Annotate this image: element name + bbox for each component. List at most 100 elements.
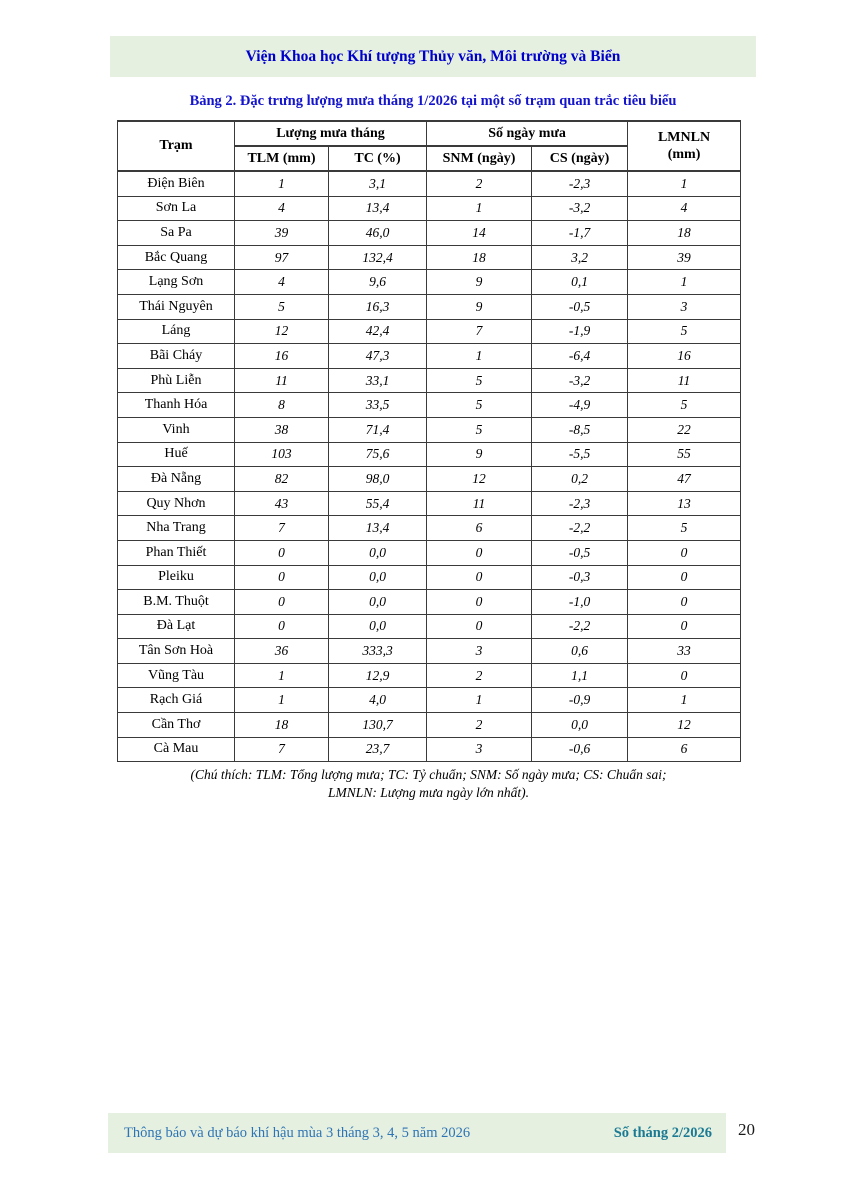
value-cell: 82: [234, 466, 329, 492]
value-cell: 47: [627, 466, 742, 492]
value-cell: 5: [627, 318, 742, 345]
footer-publication-title: Thông báo và dự báo khí hậu mùa 3 tháng …: [124, 1124, 471, 1141]
value-cell: 4: [627, 195, 742, 222]
value-cell: 46,0: [327, 220, 428, 246]
table-row: Tân Sơn Hoà 36 333,3 3 0,6 33: [117, 638, 742, 664]
table-row: Rạch Giá 1 4,0 1 -0,9 1: [117, 687, 742, 714]
value-cell: 0,0: [327, 539, 428, 566]
station-name-cell: Quy Nhơn: [117, 490, 235, 517]
value-cell: 18: [627, 220, 742, 246]
value-cell: 11: [234, 367, 329, 394]
value-cell: 14: [426, 220, 533, 246]
value-cell: 0,0: [327, 589, 428, 615]
value-cell: 13: [627, 490, 742, 517]
table-row: Bắc Quang 97 132,4 18 3,2 39: [117, 244, 742, 271]
table-row: Vinh 38 71,4 5 -8,5 22: [117, 416, 742, 443]
value-cell: 0,0: [327, 613, 428, 640]
table-row: Lạng Sơn 4 9,6 9 0,1 1: [117, 269, 742, 295]
value-cell: -4,9: [531, 392, 629, 418]
value-cell: -2,2: [531, 613, 629, 640]
station-name-cell: B.M. Thuột: [117, 589, 235, 615]
table-row: Quy Nhơn 43 55,4 11 -2,3 13: [117, 490, 742, 517]
col-header-station: Trạm: [117, 120, 235, 172]
station-name-cell: Lạng Sơn: [117, 269, 235, 295]
col-header-tc: TC (%): [327, 145, 428, 172]
rainfall-table-head: Trạm Lượng mưa tháng Số ngày mưa LMNLN (…: [117, 120, 742, 172]
col-header-lmnln-line2: (mm): [667, 147, 701, 162]
value-cell: 0: [627, 613, 742, 640]
table-row: Phù Liễn 11 33,1 5 -3,2 11: [117, 367, 742, 394]
table-row: Sơn La 4 13,4 1 -3,2 4: [117, 195, 742, 222]
value-cell: 6: [426, 515, 533, 541]
value-cell: -1,0: [531, 589, 629, 615]
value-cell: -2,3: [531, 170, 629, 197]
station-name-cell: Thái Nguyên: [117, 293, 235, 320]
value-cell: 98,0: [327, 466, 428, 492]
value-cell: 4: [234, 269, 329, 295]
value-cell: 0: [234, 613, 329, 640]
value-cell: 6: [627, 736, 742, 763]
header-row-subcolumns: TLM (mm) TC (%) SNM (ngày) CS (ngày): [118, 145, 741, 172]
value-cell: 38: [234, 416, 329, 443]
table-row: Huế 103 75,6 9 -5,5 55: [117, 441, 742, 468]
value-cell: -5,5: [531, 441, 629, 468]
value-cell: 9: [426, 441, 533, 468]
value-cell: 8: [234, 392, 329, 418]
col-header-lmnln: LMNLN (mm): [627, 120, 742, 172]
value-cell: -8,5: [531, 416, 629, 443]
rainfall-table: Trạm Lượng mưa tháng Số ngày mưa LMNLN (…: [117, 120, 742, 763]
footer-issue-label: Số tháng 2/2026: [613, 1124, 712, 1141]
col-header-snm: SNM (ngày): [426, 145, 533, 172]
value-cell: 5: [426, 367, 533, 394]
value-cell: 0: [627, 564, 742, 591]
value-cell: 16,3: [327, 293, 428, 320]
value-cell: 0: [234, 589, 329, 615]
value-cell: -3,2: [531, 195, 629, 222]
table-row: Nha Trang 7 13,4 6 -2,2 5: [117, 515, 742, 541]
station-name-cell: Phan Thiết: [117, 539, 235, 566]
value-cell: 11: [426, 490, 533, 517]
station-name-cell: Bãi Cháy: [117, 343, 235, 369]
station-name-cell: Sơn La: [117, 195, 235, 222]
header-banner: Viện Khoa học Khí tượng Thủy văn, Môi tr…: [110, 36, 756, 77]
value-cell: 3: [426, 736, 533, 763]
value-cell: 0: [627, 589, 742, 615]
value-cell: 23,7: [327, 736, 428, 763]
value-cell: 33,1: [327, 367, 428, 394]
value-cell: 1: [627, 170, 742, 197]
value-cell: 36: [234, 638, 329, 664]
value-cell: 9: [426, 269, 533, 295]
value-cell: 16: [234, 343, 329, 369]
value-cell: 0: [627, 539, 742, 566]
table-row: Pleiku 0 0,0 0 -0,3 0: [117, 564, 742, 591]
header-banner-text: Viện Khoa học Khí tượng Thủy văn, Môi tr…: [245, 47, 621, 65]
value-cell: 3,2: [531, 244, 629, 271]
table-footnote: (Chú thích: TLM: Tổng lượng mưa; TC: Tỷ …: [117, 766, 740, 802]
station-name-cell: Sa Pa: [117, 220, 235, 246]
station-name-cell: Bắc Quang: [117, 244, 235, 271]
value-cell: 5: [627, 392, 742, 418]
value-cell: 0,2: [531, 466, 629, 492]
value-cell: 1: [234, 687, 329, 714]
value-cell: 1: [426, 343, 533, 369]
value-cell: 13,4: [327, 195, 428, 222]
station-name-cell: Huế: [117, 441, 235, 468]
value-cell: 1: [234, 170, 329, 197]
station-name-cell: Đà Nẵng: [117, 466, 235, 492]
station-name-cell: Điện Biên: [117, 170, 235, 197]
col-header-cs: CS (ngày): [531, 145, 629, 172]
value-cell: 12,9: [327, 662, 428, 689]
value-cell: 39: [627, 244, 742, 271]
value-cell: 0: [627, 662, 742, 689]
value-cell: 11: [627, 367, 742, 394]
value-cell: 75,6: [327, 441, 428, 468]
value-cell: 0,1: [531, 269, 629, 295]
value-cell: 4: [234, 195, 329, 222]
footnote-line-2: LMNLN: Lượng mưa ngày lớn nhất).: [328, 785, 529, 800]
value-cell: -1,7: [531, 220, 629, 246]
page-footer: Thông báo và dự báo khí hậu mùa 3 tháng …: [108, 1113, 726, 1153]
value-cell: 0: [426, 613, 533, 640]
value-cell: 55: [627, 441, 742, 468]
value-cell: -0,9: [531, 687, 629, 714]
